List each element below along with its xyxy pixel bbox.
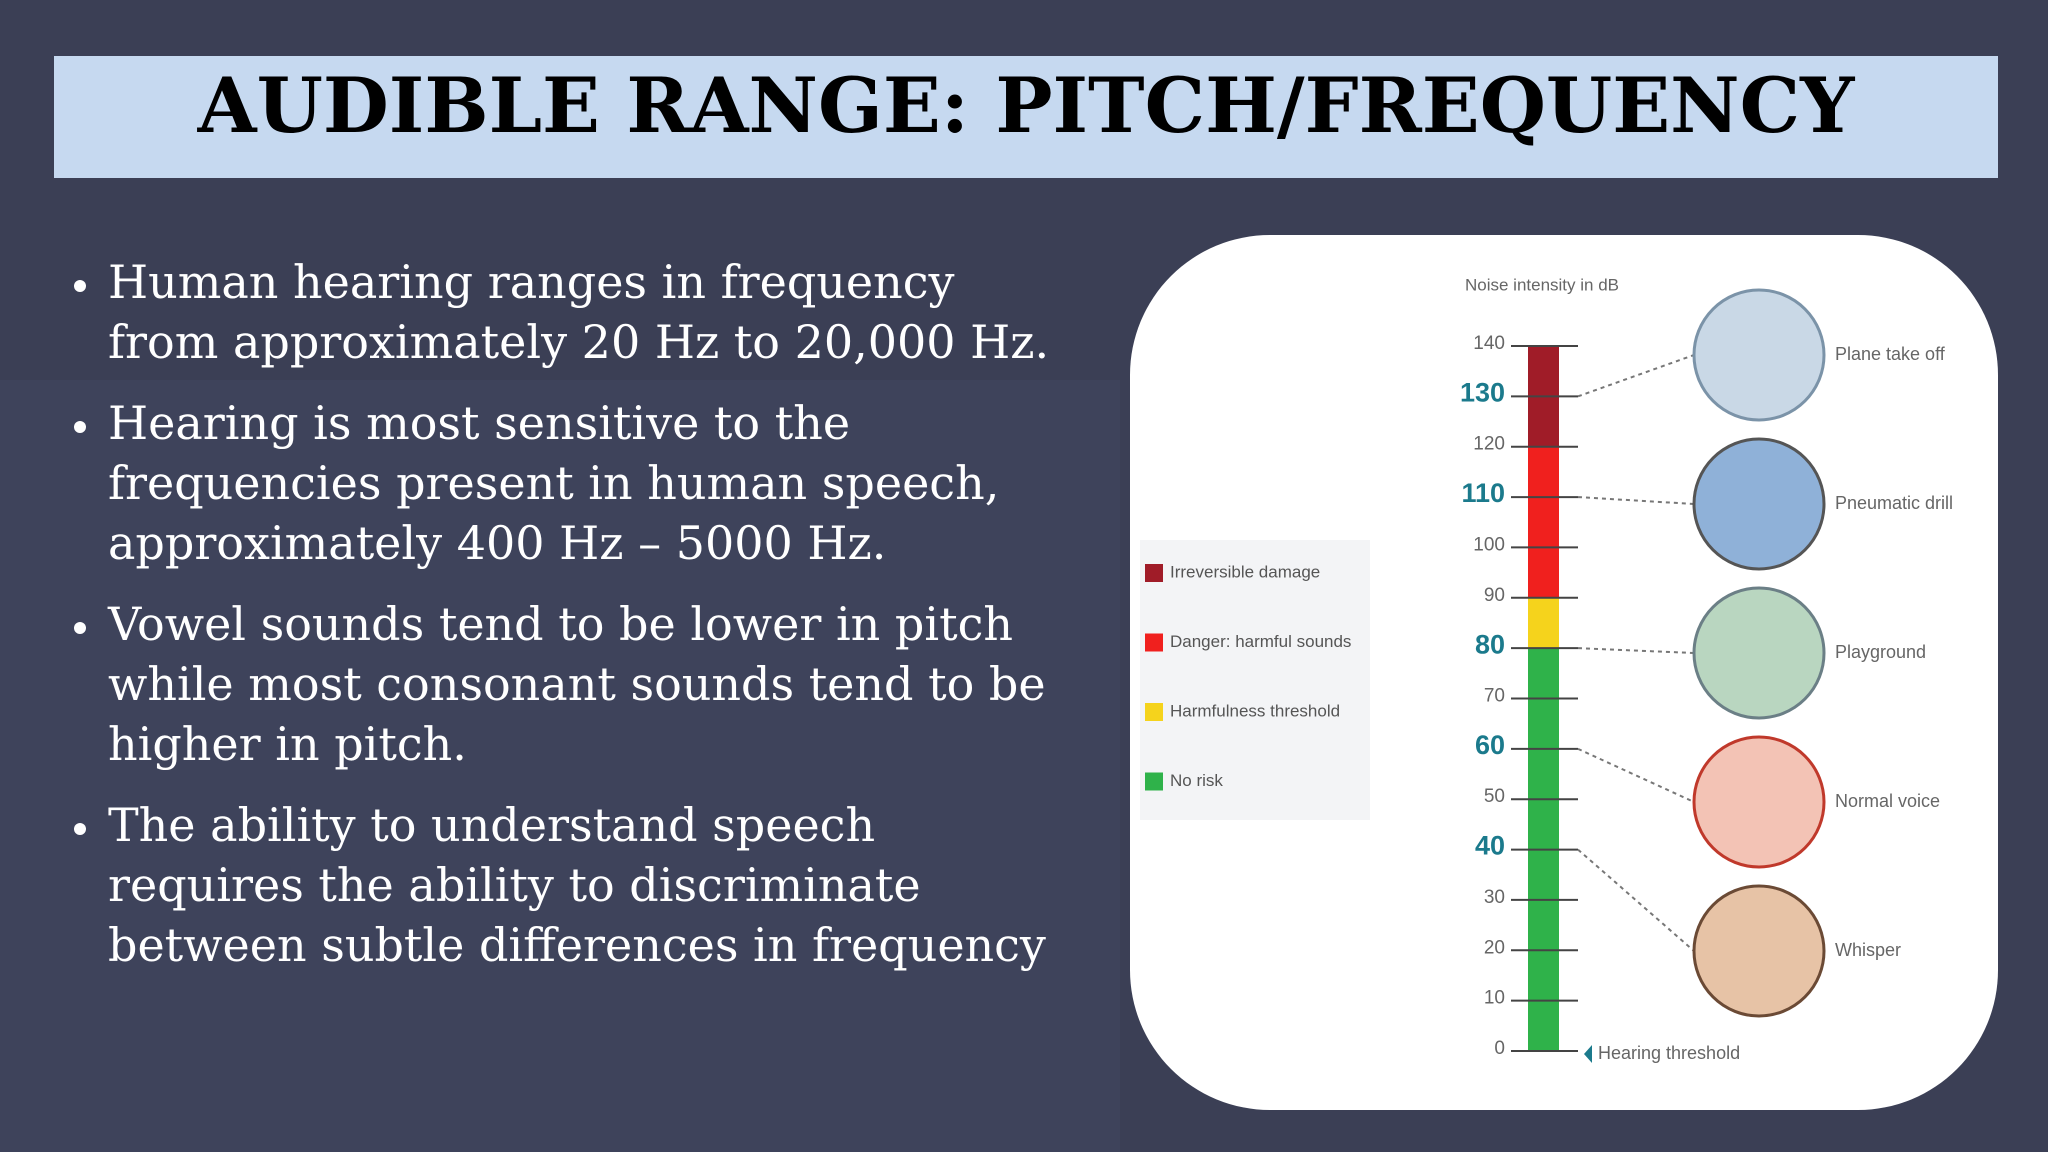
tick-label: 140 — [1473, 333, 1505, 354]
bullet-dot — [74, 280, 86, 292]
bullet-text: requires the ability to discriminate — [108, 858, 921, 912]
band — [1528, 597, 1559, 649]
background-silhouette — [0, 380, 1120, 1152]
bullet-dot — [74, 421, 86, 433]
example-label: Whisper — [1835, 940, 1901, 960]
tick-label: 30 — [1484, 887, 1505, 908]
tick-label: 120 — [1473, 434, 1505, 455]
legend-swatch — [1145, 703, 1163, 721]
connector — [1577, 496, 1695, 505]
example-photo — [1692, 735, 1826, 869]
example-photo — [1692, 437, 1826, 571]
bullet-text: from approximately 20 Hz to 20,000 Hz. — [108, 315, 1049, 369]
legend-label: No risk — [1170, 771, 1223, 790]
threshold-marker — [1584, 1045, 1592, 1063]
legend-label: Irreversible damage — [1170, 562, 1320, 581]
bullet-text: approximately 400 Hz – 5000 Hz. — [108, 516, 886, 570]
tick-label: 100 — [1473, 534, 1505, 555]
bullet-text: between subtle differences in frequency — [108, 918, 1046, 972]
tick-label: 130 — [1460, 377, 1505, 407]
bullet-dot — [74, 823, 86, 835]
legend-swatch — [1145, 633, 1163, 652]
tick-label: 80 — [1475, 629, 1505, 659]
title-bar — [54, 56, 1998, 178]
legend-label: Danger: harmful sounds — [1170, 632, 1351, 651]
slide-title: AUDIBLE RANGE: PITCH/FREQUENCY — [197, 61, 1855, 150]
connector — [1577, 647, 1695, 654]
example-label: Plane take off — [1835, 344, 1946, 364]
example-label: Playground — [1835, 642, 1926, 662]
axis-title: Noise intensity in dB — [1465, 275, 1619, 294]
bullet-text: higher in pitch. — [108, 717, 467, 771]
bullet-text: frequencies present in human speech, — [108, 456, 999, 510]
example-label: Normal voice — [1835, 791, 1940, 811]
tick-label: 50 — [1484, 786, 1505, 807]
tick-label: 10 — [1484, 988, 1505, 1009]
example-photo — [1692, 586, 1826, 720]
bullet-text: while most consonant sounds tend to be — [108, 657, 1046, 711]
tick-label: 60 — [1475, 730, 1505, 760]
tick-label: 0 — [1494, 1038, 1505, 1059]
connector — [1577, 747, 1695, 803]
tick-label: 40 — [1475, 831, 1505, 861]
bullet-text: The ability to understand speech — [108, 798, 875, 852]
example-photo — [1692, 288, 1826, 422]
tick-label: 70 — [1484, 686, 1505, 707]
example-label: Pneumatic drill — [1835, 493, 1953, 513]
legend-swatch — [1145, 564, 1163, 582]
example-photo — [1692, 884, 1826, 1018]
legend-swatch — [1145, 772, 1163, 791]
bullet-text: Human hearing ranges in frequency — [108, 255, 955, 309]
bullet-dot — [74, 622, 86, 634]
bullet-text: Vowel sounds tend to be lower in pitch — [107, 597, 1013, 651]
legend-box — [1140, 540, 1370, 820]
band — [1528, 446, 1559, 598]
tick-label: 110 — [1461, 478, 1505, 508]
annotation: Hearing threshold — [1598, 1043, 1740, 1063]
tick-label: 20 — [1484, 937, 1505, 958]
bullet-text: Hearing is most sensitive to the — [108, 396, 850, 450]
connector — [1577, 848, 1695, 952]
legend-label: Harmfulness threshold — [1170, 701, 1340, 720]
tick-label: 90 — [1484, 585, 1505, 606]
